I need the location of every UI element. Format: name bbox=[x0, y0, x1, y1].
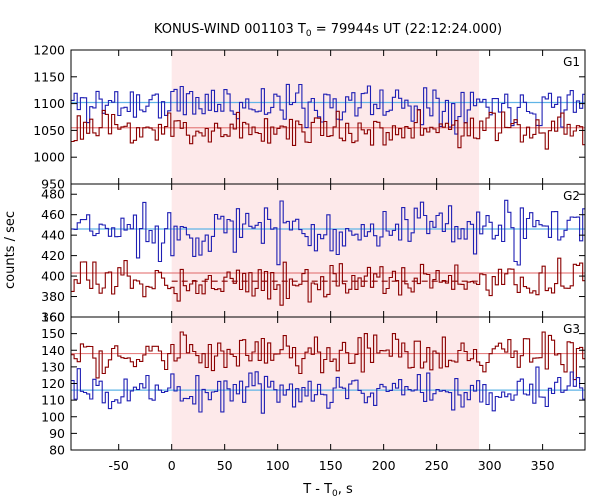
y-tick-label: 140 bbox=[41, 343, 65, 358]
shaded-interval bbox=[171, 50, 480, 184]
panel-label: G1 bbox=[563, 55, 580, 69]
series-line-blue bbox=[71, 199, 585, 266]
y-tick-label: 380 bbox=[41, 289, 65, 304]
x-tick-label: 150 bbox=[319, 458, 343, 473]
x-axis-label-rest: , s bbox=[338, 482, 353, 497]
y-tick-label: 90 bbox=[49, 426, 65, 441]
x-tick-label: 350 bbox=[531, 458, 555, 473]
x-axis-label: T - T0, s bbox=[302, 482, 353, 499]
panel-label: G2 bbox=[563, 189, 580, 203]
y-tick-label: 1100 bbox=[33, 96, 65, 111]
y-tick-label: 400 bbox=[41, 269, 65, 284]
chart-title-subscript: 0 bbox=[306, 29, 312, 39]
panel-g1: 950 1000 1050 1100 1150 1200 G1 bbox=[33, 43, 586, 192]
y-tick-label: 100 bbox=[41, 409, 65, 424]
y-tick-label: 440 bbox=[41, 228, 65, 243]
y-tick-label: 160 bbox=[41, 310, 65, 325]
x-tick-label: 200 bbox=[372, 458, 396, 473]
y-tick-label: 120 bbox=[41, 376, 65, 391]
x-tick-label: -50 bbox=[108, 458, 128, 473]
y-tick-label: 460 bbox=[41, 207, 65, 222]
y-tick-label: 950 bbox=[41, 177, 65, 192]
y-tick-label: 150 bbox=[41, 326, 65, 341]
y-tick-label: 1150 bbox=[33, 69, 65, 84]
y-tick-label: 130 bbox=[41, 359, 65, 374]
series-line-red bbox=[71, 331, 585, 381]
panels-layer: 95010001050110011501200G1360380400420440… bbox=[33, 43, 586, 473]
shaded-interval bbox=[171, 317, 480, 450]
panel-label: G3 bbox=[563, 322, 580, 336]
y-tick-label: 80 bbox=[49, 443, 65, 458]
series-line-blue bbox=[71, 366, 585, 414]
chart-title: KONUS-WIND 001103 T0 = 79944s UT (22:12:… bbox=[154, 22, 502, 39]
y-tick-label: 1050 bbox=[33, 123, 65, 138]
x-tick-label: 0 bbox=[168, 458, 176, 473]
x-tick-label: 50 bbox=[217, 458, 233, 473]
shaded-interval bbox=[171, 184, 480, 317]
y-tick-label: 110 bbox=[41, 393, 65, 408]
chart-title-rest: = 79944s UT (22:12:24.000) bbox=[312, 22, 502, 37]
y-tick-label: 360 bbox=[41, 310, 65, 325]
x-tick-label: 100 bbox=[266, 458, 290, 473]
y-tick-label: 1200 bbox=[33, 43, 65, 58]
x-axis-label-subscript: 0 bbox=[332, 489, 338, 499]
x-tick-label: 250 bbox=[425, 458, 449, 473]
series-line-red bbox=[71, 257, 585, 306]
y-tick-label: 480 bbox=[41, 187, 65, 202]
y-tick-label: 1000 bbox=[33, 150, 65, 165]
series-line-red bbox=[71, 109, 585, 150]
x-tick-label: 300 bbox=[478, 458, 502, 473]
y-tick-label: 420 bbox=[41, 248, 65, 263]
series-line-blue bbox=[71, 83, 585, 135]
y-axis-label: counts / sec bbox=[3, 211, 18, 289]
panel-g2: 360 380 400 420 440 460 480 G2 bbox=[41, 183, 586, 325]
